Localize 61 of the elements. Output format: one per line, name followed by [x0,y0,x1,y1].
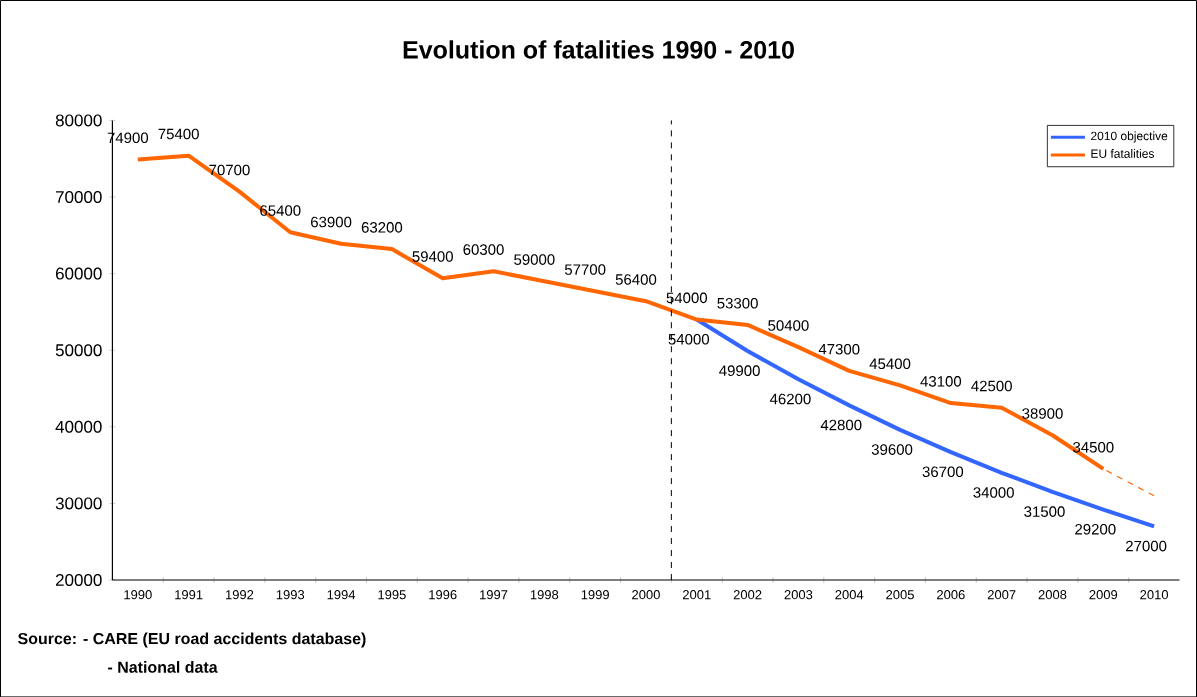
x-tick-label: 2002 [733,589,762,600]
data-label: 57700 [564,264,606,275]
x-tick-label: 1994 [327,589,356,600]
x-tick-label: 2007 [987,589,1016,600]
data-label: 60300 [463,244,504,255]
data-label: 31500 [1024,506,1065,517]
source-note: Source: - CARE (EU road accidents database) [18,632,366,648]
x-tick-label: 1995 [378,589,406,600]
y-tick-label: 60000 [56,267,102,280]
x-tick-label: 1990 [124,589,152,600]
x-tick-label: 2009 [1089,589,1118,600]
data-label: 56400 [615,273,657,285]
data-label: 45400 [869,358,911,369]
x-tick-label: 1993 [276,589,305,600]
data-label: 59400 [412,251,453,262]
data-label: 49900 [719,365,760,376]
y-tick-label: 30000 [55,497,102,510]
data-label: 46200 [769,393,811,405]
legend-label: EU fatalities [1091,148,1154,158]
data-label: 63200 [361,221,403,233]
data-label: 54000 [666,292,708,303]
data-label: 38900 [1022,408,1063,419]
x-tick-label: 2008 [1038,589,1067,600]
y-tick-label: 50000 [55,344,102,357]
data-label: 59000 [514,254,555,265]
data-label: 34000 [973,486,1014,498]
data-label: 43100 [920,375,962,387]
x-tick-label: 2001 [682,589,711,600]
y-tick-label: 80000 [55,114,102,127]
y-tick-label: 70000 [56,190,102,203]
x-tick-label: 2003 [784,589,813,600]
data-label: 42800 [820,419,862,431]
legend-label: 2010 objective [1091,131,1168,143]
data-label: 50400 [768,319,809,331]
data-label: 39600 [871,444,913,455]
x-tick-label: 2004 [835,589,864,600]
x-tick-label: 1992 [226,589,254,600]
x-tick-label: 2005 [886,589,914,600]
data-label: 53300 [717,297,758,309]
y-tick-label: 20000 [55,573,102,586]
data-label: 27000 [1126,540,1167,552]
data-label: 34500 [1073,441,1114,453]
y-tick-label: 40000 [55,420,102,433]
x-tick-label: 1996 [429,589,457,600]
data-label: 29200 [1075,523,1116,535]
x-tick-label: 2006 [937,589,965,600]
data-label: 54000 [668,333,710,345]
x-tick-label: 1999 [581,589,609,600]
data-label: 63900 [311,216,352,228]
x-tick-label: 2010 [1140,589,1169,600]
data-label: 75400 [158,128,199,140]
x-tick-label: 1997 [480,589,508,600]
data-label: 36700 [922,466,964,477]
x-tick-label: 1998 [530,589,559,600]
data-label: 42500 [971,380,1012,392]
data-label: 47300 [818,343,860,355]
x-tick-label: 2000 [632,589,660,600]
text: - National data [108,660,218,673]
chart-title: Evolution of fatalities 1990 - 2010 [403,40,794,59]
data-label: 70700 [209,164,250,176]
x-tick-label: 1991 [175,589,203,600]
